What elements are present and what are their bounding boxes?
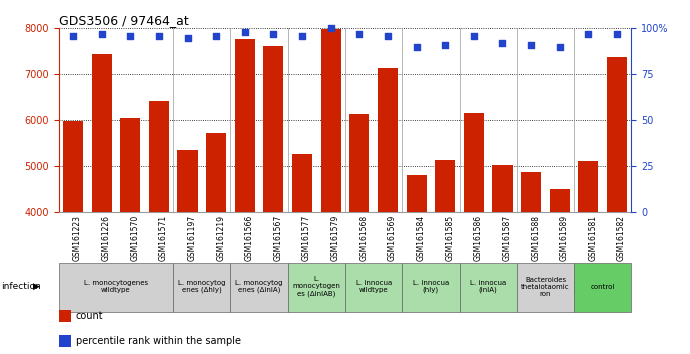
Text: L. innocua
(inlA): L. innocua (inlA) [470, 280, 506, 293]
Text: GSM161586: GSM161586 [474, 215, 483, 261]
Bar [177, 150, 197, 212]
Point [268, 31, 279, 37]
Point [153, 33, 164, 39]
FancyBboxPatch shape [345, 263, 402, 312]
Text: L. innocua
(hly): L. innocua (hly) [413, 280, 449, 293]
Text: control: control [591, 284, 615, 290]
Bar [321, 29, 341, 212]
Bar [607, 57, 627, 212]
Bar [378, 68, 398, 212]
Point [583, 31, 594, 37]
Bar [464, 113, 484, 212]
Bar [264, 46, 284, 212]
Bar [578, 161, 598, 212]
Text: L. monocytogenes
wildtype: L. monocytogenes wildtype [84, 280, 148, 293]
FancyBboxPatch shape [59, 263, 173, 312]
Text: L. monocytog
enes (Δhly): L. monocytog enes (Δhly) [178, 280, 226, 293]
Bar [435, 160, 455, 212]
Point [354, 31, 365, 37]
Point [325, 25, 336, 31]
Point [382, 33, 393, 39]
Text: GSM161571: GSM161571 [159, 215, 168, 261]
FancyBboxPatch shape [517, 263, 574, 312]
Bar [493, 165, 513, 212]
Bar [206, 133, 226, 212]
Bar [349, 114, 369, 212]
Point [125, 33, 136, 39]
Point [68, 33, 79, 39]
Text: GSM161567: GSM161567 [273, 215, 282, 261]
Bar [550, 189, 570, 212]
Point [554, 44, 565, 50]
Point [497, 40, 508, 46]
Text: GDS3506 / 97464_at: GDS3506 / 97464_at [59, 14, 188, 27]
Text: percentile rank within the sample: percentile rank within the sample [76, 336, 241, 346]
Text: GSM161579: GSM161579 [331, 215, 339, 261]
Point [297, 33, 308, 39]
FancyBboxPatch shape [173, 263, 230, 312]
Text: L. monocytog
enes (ΔinlA): L. monocytog enes (ΔinlA) [235, 280, 283, 293]
Bar [235, 39, 255, 212]
Text: GSM161585: GSM161585 [445, 215, 454, 261]
Bar [63, 121, 83, 212]
FancyBboxPatch shape [402, 263, 460, 312]
Point [210, 33, 221, 39]
Text: GSM161223: GSM161223 [73, 215, 82, 261]
Text: GSM161566: GSM161566 [245, 215, 254, 261]
Bar [292, 154, 312, 212]
Point [526, 42, 537, 48]
Text: GSM161226: GSM161226 [101, 215, 110, 261]
FancyBboxPatch shape [460, 263, 517, 312]
Bar [521, 172, 541, 212]
Text: ▶: ▶ [33, 282, 40, 291]
Point [239, 29, 250, 35]
Text: GSM161589: GSM161589 [560, 215, 569, 261]
Point [411, 44, 422, 50]
Text: GSM161577: GSM161577 [302, 215, 311, 261]
Text: Bacteroides
thetaiotaomic
ron: Bacteroides thetaiotaomic ron [521, 276, 570, 297]
Point [182, 35, 193, 40]
Point [96, 31, 107, 37]
FancyBboxPatch shape [230, 263, 288, 312]
Text: GSM161197: GSM161197 [188, 215, 197, 261]
FancyBboxPatch shape [574, 263, 631, 312]
FancyBboxPatch shape [288, 263, 345, 312]
Text: GSM161582: GSM161582 [617, 215, 626, 261]
Text: GSM161570: GSM161570 [130, 215, 139, 261]
Text: infection: infection [1, 282, 41, 291]
Text: L. innocua
wildtype: L. innocua wildtype [355, 280, 392, 293]
Text: GSM161568: GSM161568 [359, 215, 368, 261]
Bar [149, 101, 169, 212]
Point [611, 31, 622, 37]
Text: GSM161584: GSM161584 [417, 215, 426, 261]
Bar [120, 118, 140, 212]
Text: L.
monocytogen
es (ΔinlAB): L. monocytogen es (ΔinlAB) [293, 276, 340, 297]
Text: GSM161588: GSM161588 [531, 215, 540, 261]
Text: GSM161569: GSM161569 [388, 215, 397, 261]
Point [469, 33, 480, 39]
Bar [92, 54, 112, 212]
Text: count: count [76, 311, 104, 321]
Text: GSM161587: GSM161587 [502, 215, 511, 261]
Text: GSM161219: GSM161219 [216, 215, 225, 261]
Text: GSM161581: GSM161581 [589, 215, 598, 261]
Bar [406, 175, 426, 212]
Point [440, 42, 451, 48]
